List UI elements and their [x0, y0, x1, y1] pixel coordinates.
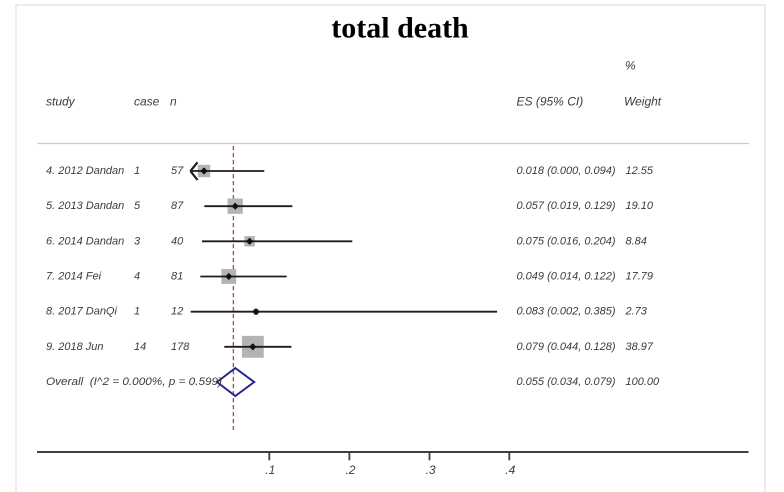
svg-text:14: 14: [134, 341, 146, 353]
svg-text:19.10: 19.10: [626, 200, 654, 212]
svg-text:7. 2014 Fei: 7. 2014 Fei: [46, 271, 102, 283]
svg-text:1: 1: [134, 306, 140, 318]
svg-text:17.79: 17.79: [626, 271, 654, 283]
svg-text:5. 2013 Dandan: 5. 2013 Dandan: [46, 200, 124, 212]
svg-text:.2: .2: [345, 463, 355, 477]
svg-text:Weight: Weight: [624, 95, 662, 109]
svg-text:1: 1: [134, 165, 140, 177]
svg-text:0.018 (0.000, 0.094): 0.018 (0.000, 0.094): [517, 165, 616, 177]
svg-text:0.079 (0.044, 0.128): 0.079 (0.044, 0.128): [517, 341, 616, 353]
svg-text:8. 2017 DanQi: 8. 2017 DanQi: [46, 306, 117, 318]
svg-text:study: study: [46, 95, 76, 109]
svg-text:6. 2014 Dandan: 6. 2014 Dandan: [46, 235, 124, 247]
svg-text:12: 12: [171, 306, 183, 318]
svg-text:5: 5: [134, 200, 141, 212]
svg-text:0.055 (0.034, 0.079): 0.055 (0.034, 0.079): [517, 376, 616, 388]
svg-text:.4: .4: [505, 463, 515, 477]
svg-text:ES (95% CI): ES (95% CI): [517, 95, 584, 109]
svg-text:9. 2018 Jun: 9. 2018 Jun: [46, 341, 104, 353]
svg-text:3: 3: [134, 235, 141, 247]
svg-text:4. 2012 Dandan: 4. 2012 Dandan: [46, 165, 124, 177]
svg-text:Overall (I^2 = 0.000%, p = 0.: Overall (I^2 = 0.000%, p = 0.599): [46, 376, 222, 388]
svg-text:178: 178: [171, 341, 190, 353]
svg-text:4: 4: [134, 271, 140, 283]
svg-text:2.73: 2.73: [625, 306, 648, 318]
svg-text:8.84: 8.84: [626, 235, 647, 247]
svg-text:0.049 (0.014, 0.122): 0.049 (0.014, 0.122): [517, 271, 616, 283]
svg-text:57: 57: [171, 165, 184, 177]
svg-text:87: 87: [171, 200, 184, 212]
svg-text:0.083 (0.002, 0.385): 0.083 (0.002, 0.385): [517, 306, 616, 318]
svg-text:81: 81: [171, 271, 183, 283]
svg-text:case: case: [134, 95, 160, 109]
svg-text:total death: total death: [331, 12, 469, 45]
svg-text:%: %: [625, 59, 636, 73]
svg-text:.3: .3: [425, 463, 435, 477]
svg-text:38.97: 38.97: [626, 341, 654, 353]
svg-text:n: n: [170, 95, 177, 109]
svg-text:12.55: 12.55: [626, 165, 654, 177]
svg-text:100.00: 100.00: [626, 376, 661, 388]
svg-text:40: 40: [171, 235, 184, 247]
svg-text:0.057 (0.019, 0.129): 0.057 (0.019, 0.129): [517, 200, 616, 212]
svg-text:.1: .1: [265, 463, 275, 477]
svg-text:0.075 (0.016, 0.204): 0.075 (0.016, 0.204): [517, 235, 616, 247]
